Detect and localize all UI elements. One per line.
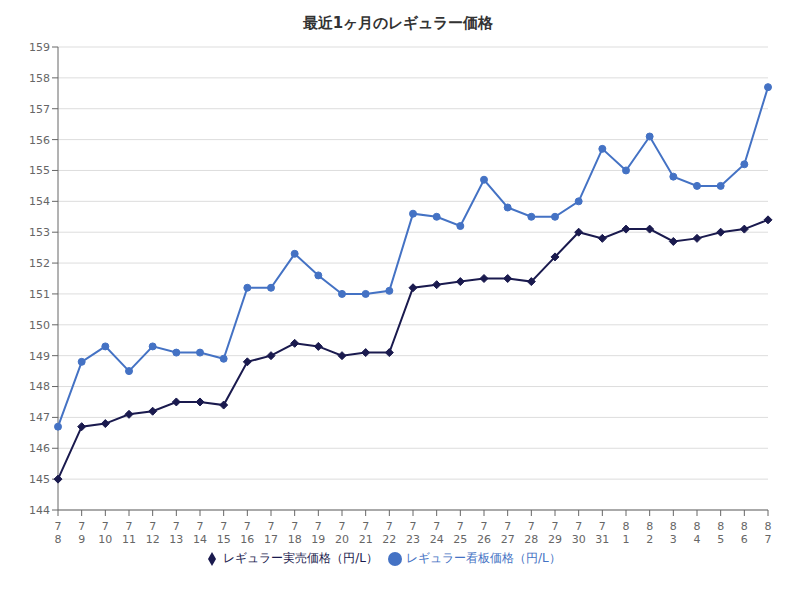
svg-text:85: 85 [717, 520, 724, 546]
svg-text:729: 729 [548, 520, 562, 546]
svg-text:725: 725 [453, 520, 467, 546]
svg-text:730: 730 [572, 520, 586, 546]
html-text:レギュラー看板価格（円/L）: レギュラー看板価格（円/L） [406, 551, 561, 565]
svg-text:711: 711 [122, 520, 136, 546]
svg-text:712: 712 [146, 520, 160, 546]
svg-text:79: 79 [78, 520, 85, 546]
svg-text:726: 726 [477, 520, 491, 546]
svg-text:718: 718 [288, 520, 302, 546]
svg-text:713: 713 [169, 520, 183, 546]
svg-text:152: 152 [29, 257, 50, 270]
svg-text:722: 722 [382, 520, 396, 546]
svg-text:719: 719 [311, 520, 325, 546]
svg-text:81: 81 [623, 520, 630, 546]
svg-text:710: 710 [98, 520, 112, 546]
svg-text:82: 82 [646, 520, 653, 546]
svg-text:144: 144 [29, 504, 50, 517]
svg-text:86: 86 [741, 520, 748, 546]
svg-text:87: 87 [765, 520, 772, 546]
svg-text:153: 153 [29, 226, 50, 239]
svg-text:716: 716 [240, 520, 254, 546]
svg-text:145: 145 [29, 473, 50, 486]
svg-text:151: 151 [29, 288, 50, 301]
svg-text:723: 723 [406, 520, 420, 546]
svg-text:731: 731 [595, 520, 609, 546]
svg-text:156: 156 [29, 134, 50, 147]
svg-text:715: 715 [217, 520, 231, 546]
svg-text:150: 150 [29, 319, 50, 332]
svg-text:157: 157 [29, 103, 50, 116]
svg-text:78: 78 [55, 520, 62, 546]
svg-text:155: 155 [29, 164, 50, 177]
svg-text:727: 727 [501, 520, 515, 546]
svg-text:717: 717 [264, 520, 278, 546]
svg-text:149: 149 [29, 350, 50, 363]
svg-text:154: 154 [29, 195, 50, 208]
svg-text:83: 83 [670, 520, 677, 546]
html-text:最近1ヶ月のレギュラー価格: 最近1ヶ月のレギュラー価格 [302, 14, 494, 32]
svg-text:158: 158 [29, 72, 50, 85]
svg-text:159: 159 [29, 41, 50, 54]
svg-text:148: 148 [29, 380, 50, 393]
svg-text:146: 146 [29, 442, 50, 455]
svg-text:714: 714 [193, 520, 207, 546]
svg-text:721: 721 [359, 520, 373, 546]
svg-text:84: 84 [694, 520, 701, 546]
html-text:レギュラー実売価格（円/L）: レギュラー実売価格（円/L） [223, 551, 378, 565]
svg-text:728: 728 [524, 520, 538, 546]
svg-text:720: 720 [335, 520, 349, 546]
svg-text:724: 724 [430, 520, 444, 546]
svg-text:147: 147 [29, 411, 50, 424]
